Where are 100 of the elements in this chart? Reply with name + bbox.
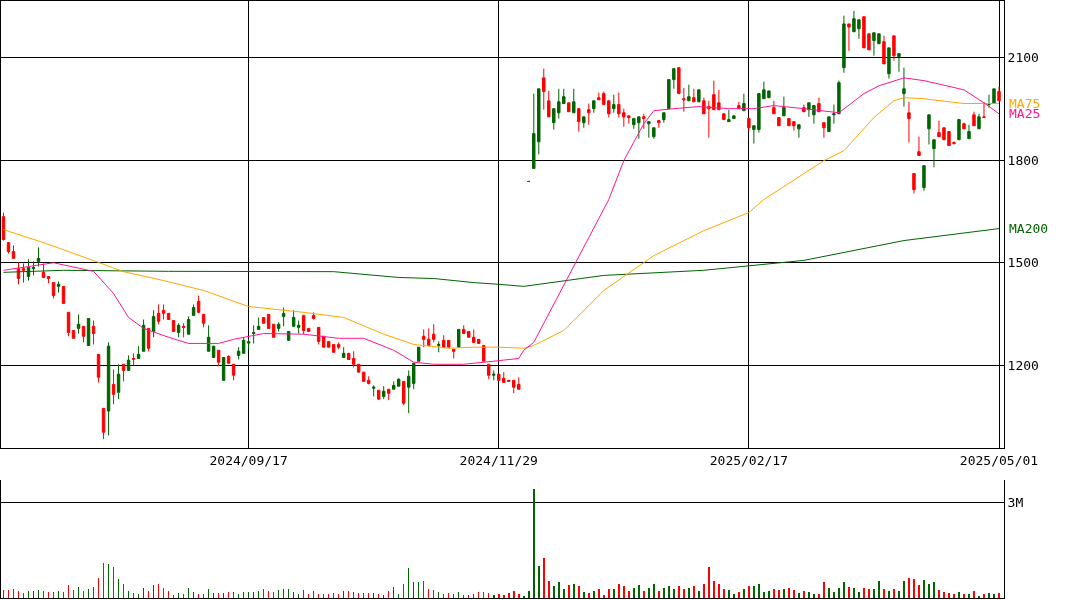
y-tick-label: 1200 [1007,357,1039,373]
candlestick [366,375,371,385]
candlestick [982,101,986,119]
candlestick [567,102,571,113]
candlestick [747,118,751,133]
candlestick [612,94,616,114]
candlestick [36,246,41,268]
x-tick-label: 2024/11/29 [459,452,538,468]
candlestick [381,385,386,400]
candlestick [236,346,241,360]
candlestick [487,363,491,380]
candlestick [977,113,981,130]
candlestick [987,94,991,109]
candlestick [957,119,961,141]
candlestick [276,321,281,332]
candlestick [311,311,316,320]
candlestick [657,120,661,129]
candlestick [677,67,681,95]
candlestick [922,165,926,192]
candlestick [492,369,496,381]
candlestick [341,346,346,358]
candlestick [126,354,131,371]
candlestick [206,324,211,352]
candlestick [401,380,406,406]
candlestick [582,116,586,129]
candlestick [892,35,896,62]
candlestick [992,88,996,105]
candlestick [962,122,966,130]
x-tick-label: 2025/02/17 [709,452,789,468]
candlestick [482,344,486,362]
series-label: MA200 [1009,221,1049,236]
candlestick [897,53,901,73]
candlestick [116,363,121,400]
candlestick [191,303,196,316]
candlestick [156,303,161,325]
candlestick [972,111,976,127]
candlestick [847,23,851,52]
candlestick [121,363,126,382]
candlestick [6,242,11,255]
candlestick [26,258,31,282]
candlestick [416,346,421,362]
candlestick [196,295,201,314]
candlestick [647,121,651,139]
candlestick [592,100,596,114]
candlestick [31,260,36,276]
y-tick-label: 1500 [1007,255,1039,271]
candlestick [542,68,546,111]
candlestick [431,323,436,343]
candlestick [436,340,441,353]
candlestick [907,101,911,143]
candlestick [652,127,656,140]
candlestick [967,124,971,140]
candlestick [662,112,666,124]
candlestick [782,96,786,117]
candlestick [106,341,111,436]
candlestick [136,345,141,359]
y-tick-label: 1800 [1007,152,1039,168]
candlestick [742,93,746,112]
candlestick [21,262,26,284]
candlestick [371,384,376,397]
candlestick [882,35,886,65]
candlestick [231,363,236,381]
candlestick [572,88,576,114]
candlestick [687,84,691,102]
candlestick [111,368,116,405]
candlestick [396,377,401,387]
x-tick-label: 2024/09/17 [209,452,288,468]
candlestick [587,103,591,126]
candlestick [161,303,166,320]
candlestick [41,262,46,278]
candlestick [842,15,846,74]
candlestick [457,328,461,348]
candlestick [151,309,156,338]
candlestick [547,90,551,118]
candlestick [887,47,891,80]
candlestick [917,136,921,156]
candlestick [827,116,831,133]
candlestick [682,87,686,113]
candlestick [912,173,916,194]
candlestick [251,324,256,344]
candlestick [246,338,251,350]
x-tick-label: 2025/05/01 [959,452,1039,468]
candlestick [822,122,826,139]
line-series [3,228,1000,287]
candlestick [81,325,86,343]
candlestick [46,275,51,284]
candlestick [56,281,61,294]
candlestick [927,114,931,146]
candlestick [452,348,456,359]
candlestick [932,139,936,168]
candlestick [777,117,781,127]
candlestick [281,307,286,327]
candlestick [11,244,16,259]
y-tick-label: 2100 [1007,50,1039,66]
candlestick [101,407,106,440]
candlestick [697,89,701,103]
candlestick [256,316,261,330]
candlestick [902,67,906,108]
candlestick [336,341,341,350]
y-tick-label: 3M [1007,494,1024,510]
